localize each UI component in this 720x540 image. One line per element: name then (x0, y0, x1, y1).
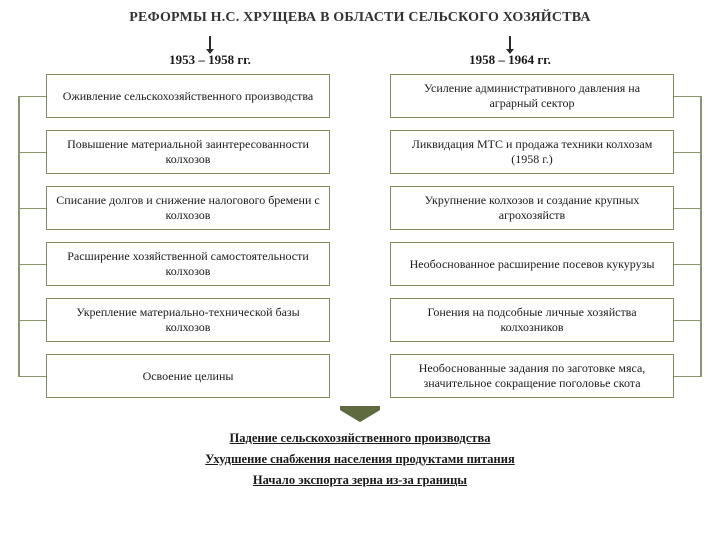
left-box: Повышение материальной заинтересованност… (46, 130, 330, 174)
footer-line: Ухудшение снабжения населения продуктами… (205, 452, 514, 467)
left-box: Укрепление материально-технической базы … (46, 298, 330, 342)
left-box: Оживление сельскохозяйственного производ… (46, 74, 330, 118)
columns-wrap: Оживление сельскохозяйственного производ… (0, 68, 720, 398)
left-box: Списание долгов и снижение налогового бр… (46, 186, 330, 230)
connector-bridge-right (674, 264, 702, 265)
row: Расширение хозяйственной самостоятельнос… (18, 242, 702, 286)
row: Оживление сельскохозяйственного производ… (18, 74, 702, 118)
right-box: Гонения на подсобные личные хозяйства ко… (390, 298, 674, 342)
connector-bridge-left (18, 376, 46, 377)
connector-bridge-right (674, 320, 702, 321)
row: Списание долгов и снижение налогового бр… (18, 186, 702, 230)
arrow-down-icon (509, 36, 511, 50)
footer-line: Начало экспорта зерна из-за границы (253, 473, 467, 488)
period-left-label: 1953 – 1958 гг. (169, 52, 251, 67)
connector-bridge-left (18, 264, 46, 265)
right-box: Усиление административного давления на а… (390, 74, 674, 118)
connector-bridge-right (674, 208, 702, 209)
row: Повышение материальной заинтересованност… (18, 130, 702, 174)
page-title: РЕФОРМЫ Н.С. ХРУЩЕВА В ОБЛАСТИ СЕЛЬСКОГО… (0, 0, 720, 32)
big-arrow-down (0, 404, 720, 429)
row: Освоение целины Необоснованные задания по… (18, 354, 702, 398)
period-left: 1953 – 1958 гг. (80, 36, 340, 68)
row: Укрепление материально-технической базы … (18, 298, 702, 342)
connector-bridge-right (674, 376, 702, 377)
periods-row: 1953 – 1958 гг. 1958 – 1964 гг. (0, 36, 720, 68)
connector-bridge-right (674, 152, 702, 153)
left-box: Расширение хозяйственной самостоятельнос… (46, 242, 330, 286)
right-box: Укрупнение колхозов и создание крупных а… (390, 186, 674, 230)
chevron-down-icon (330, 404, 390, 424)
footer: Падение сельскохозяйственного производст… (0, 431, 720, 488)
arrow-down-icon (209, 36, 211, 50)
rows-container: Оживление сельскохозяйственного производ… (18, 74, 702, 398)
connector-bridge-left (18, 152, 46, 153)
left-box: Освоение целины (46, 354, 330, 398)
right-box: Необоснованное расширение посевов кукуру… (390, 242, 674, 286)
connector-bridge-left (18, 208, 46, 209)
connector-bridge-right (674, 96, 702, 97)
period-right: 1958 – 1964 гг. (380, 36, 640, 68)
right-box: Ликвидация МТС и продажа техники колхоза… (390, 130, 674, 174)
connector-bridge-left (18, 320, 46, 321)
connector-bridge-left (18, 96, 46, 97)
right-box: Необоснованные задания по заготовке мяса… (390, 354, 674, 398)
footer-line: Падение сельскохозяйственного производст… (230, 431, 491, 446)
period-right-label: 1958 – 1964 гг. (469, 52, 551, 67)
